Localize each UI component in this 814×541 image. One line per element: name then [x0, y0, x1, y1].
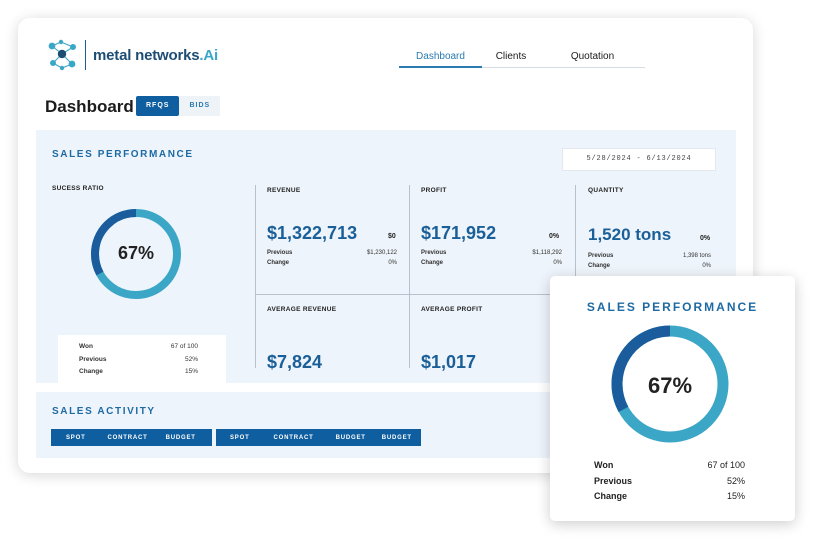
card-title: SALES PERFORMANCE — [586, 300, 759, 314]
quantity-previous-label: Previous — [588, 253, 614, 259]
brand-suffix: .Ai — [199, 46, 218, 64]
activity-tab-group-1: SPOT CONTRACT BUDGET — [51, 429, 212, 446]
donut-progress-arc — [611, 325, 729, 443]
logo-divider — [85, 40, 86, 70]
tab-clients[interactable]: Clients — [495, 51, 527, 62]
card-percent: 67% — [647, 373, 693, 398]
success-ratio-label: SUCESS RATIO — [52, 185, 104, 192]
tab-quotation[interactable]: Quotation — [570, 51, 615, 62]
revenue-label: REVENUE — [267, 187, 301, 194]
card-won-value: 67 of 100 — [707, 460, 745, 470]
revenue-value: $1,322,713 — [267, 223, 358, 243]
card-change-value: 15% — [726, 491, 745, 501]
rfq-bid-toggle: RFQS BIDS — [136, 96, 221, 116]
quantity-previous-value: 1,398 tons — [682, 253, 711, 259]
success-ratio-donut — [91, 209, 181, 299]
main-nav: Dashboard Clients Quotation — [399, 48, 645, 68]
average-profit-label: AVERAGE PROFIT — [421, 306, 483, 313]
average-revenue-value: $7,824 — [267, 352, 323, 372]
divider — [255, 294, 585, 295]
success-ratio-percent: 67% — [117, 243, 155, 263]
date-range-picker[interactable]: 5/28/2024 - 6/13/2024 — [562, 148, 716, 171]
revenue-previous-value: $1,230,122 — [366, 250, 397, 256]
revenue-change-value: 0% — [388, 260, 397, 266]
donut-progress-arc — [91, 209, 181, 299]
budget-tab[interactable]: BUDGET — [381, 434, 412, 441]
spot-tab[interactable]: SPOT — [66, 434, 86, 441]
spot-tab[interactable]: SPOT — [230, 434, 250, 441]
quantity-label: QUANTITY — [588, 187, 624, 194]
profit-previous-label: Previous — [421, 250, 447, 256]
contract-tab[interactable]: CONTRACT — [107, 434, 148, 441]
card-change-label: Change — [594, 491, 628, 501]
network-logo-icon — [48, 39, 76, 71]
activity-tab-group-2: SPOT CONTRACT BUDGET BUDGET — [216, 429, 421, 446]
average-revenue-label: AVERAGE REVENUE — [267, 306, 337, 313]
budget-tab[interactable]: BUDGET — [335, 434, 366, 441]
brand-name: metal networks.Ai — [93, 47, 218, 64]
contract-tab[interactable]: CONTRACT — [273, 434, 314, 441]
change-value: 15% — [184, 368, 198, 375]
average-profit-value: $1,017 — [421, 352, 477, 372]
previous-label: Previous — [79, 356, 107, 363]
card-previous-value: 52% — [726, 476, 745, 486]
card-won-label: Won — [594, 460, 614, 470]
won-label: Won — [79, 343, 93, 350]
budget-tab[interactable]: BUDGET — [165, 434, 196, 441]
sales-performance-title: SALES PERFORMANCE — [52, 149, 194, 160]
profit-change-label: Change — [421, 260, 444, 266]
profit-label: PROFIT — [421, 187, 447, 194]
bids-button[interactable]: BIDS — [179, 96, 221, 116]
revenue-previous-label: Previous — [267, 250, 293, 256]
quantity-value: 1,520 tons — [588, 225, 672, 244]
profit-value: $171,952 — [421, 223, 497, 243]
page-title: Dashboard — [45, 97, 134, 116]
card-success-donut — [611, 325, 729, 443]
sales-activity-title: SALES ACTIVITY — [52, 406, 156, 417]
brand-logo[interactable]: metal networks.Ai — [45, 39, 218, 71]
brand-name-text: metal networks — [93, 46, 200, 64]
card-previous-label: Previous — [594, 476, 633, 486]
sales-performance-card: SALES PERFORMANCE 67% Won 67 of 100 Prev… — [550, 276, 795, 521]
rfqs-button[interactable]: RFQS — [136, 96, 180, 116]
quantity-delta: 0% — [700, 235, 711, 242]
revenue-delta: $0 — [388, 233, 396, 240]
profit-delta: 0% — [549, 233, 560, 240]
change-label: Change — [79, 368, 103, 375]
won-value: 67 of 100 — [170, 343, 198, 350]
divider — [255, 185, 256, 368]
profit-previous-value: $1,118,292 — [532, 250, 562, 256]
divider — [575, 185, 576, 295]
tab-dashboard[interactable]: Dashboard — [399, 48, 482, 68]
quantity-change-label: Change — [588, 263, 611, 269]
success-details: Won 67 of 100 Previous 52% Change 15% — [58, 335, 226, 384]
quantity-change-value: 0% — [702, 263, 711, 269]
profit-change-value: 0% — [553, 260, 562, 266]
previous-value: 52% — [184, 356, 198, 363]
divider — [409, 185, 410, 368]
sales-activity-panel: SALES ACTIVITY SPOT CONTRACT BUDGET SPOT… — [36, 392, 636, 458]
revenue-change-label: Change — [267, 260, 290, 266]
